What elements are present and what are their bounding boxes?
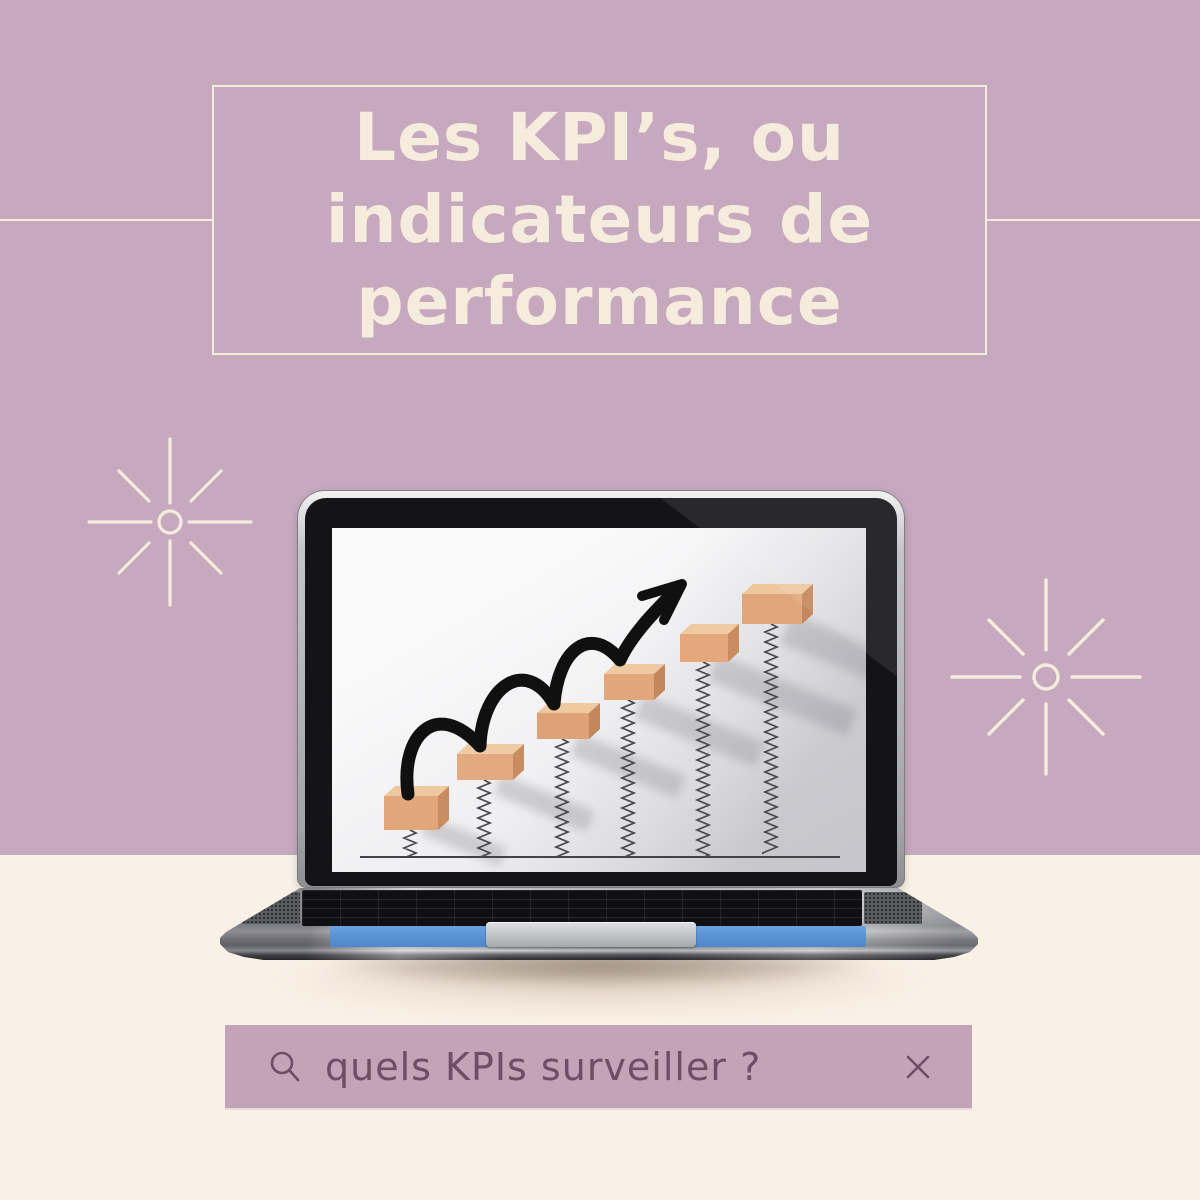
wooden-block [384,786,449,830]
clear-search-button[interactable] [904,1053,932,1081]
title-line-2: indicateurs de [325,181,874,258]
laptop-screen-bezel [305,498,897,886]
title-box: Les KPI’s, ou indicateurs de performance [212,85,987,355]
title-line-1: Les KPI’s, ou [354,99,845,176]
wooden-block [537,703,600,739]
screen-photo-growth-blocks [332,528,866,872]
search-bar[interactable]: quels KPIs surveiller ? [225,1025,972,1108]
left-rule-line [0,219,212,221]
trackpad [486,922,696,947]
close-icon [906,1055,930,1078]
sparkle-icon [87,437,253,607]
sparkle-icon [950,578,1142,776]
wooden-block [742,584,813,624]
speaker-grille-left [242,892,300,924]
search-input[interactable]: quels KPIs surveiller ? [325,1044,762,1089]
wooden-block [680,624,739,662]
laptop-keyboard [302,890,862,926]
wooden-block [604,664,665,700]
right-rule-line [987,219,1200,221]
growth-arrow-icon [400,579,687,801]
title-line-3: performance [356,263,843,340]
search-icon[interactable] [267,1049,303,1085]
speaker-grille-right [864,892,922,924]
wooden-block [457,744,524,780]
laptop-lid [297,490,905,888]
laptop-base [220,888,978,960]
